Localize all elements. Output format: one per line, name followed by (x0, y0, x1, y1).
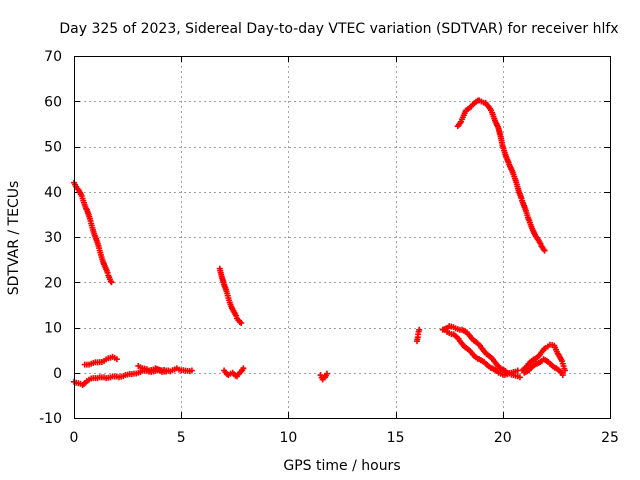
x-tick-label: 25 (601, 430, 619, 446)
data-point (559, 372, 566, 379)
data-point (516, 374, 523, 381)
y-tick-label: 20 (44, 275, 62, 291)
data-point (240, 365, 247, 372)
x-tick-label: 15 (387, 430, 405, 446)
x-tick-label: 0 (70, 430, 79, 446)
data-point (107, 278, 114, 285)
y-axis-label: SDTVAR / TECUs (6, 181, 22, 296)
x-axis-label: GPS time / hours (283, 458, 400, 474)
y-tick-label: 10 (44, 321, 62, 337)
data-point (165, 367, 172, 374)
axis-ticks: 0 5 10 15 20 25 -10 0 10 20 30 40 50 60 70 (39, 49, 619, 446)
y-tick-label: 0 (53, 366, 62, 382)
y-tick-label: 70 (44, 49, 62, 65)
data-point (108, 279, 115, 286)
data-points (71, 97, 568, 388)
y-tick-label: 40 (44, 185, 62, 201)
x-tick-label: 5 (177, 430, 186, 446)
data-point (561, 367, 568, 374)
plot-frame (74, 56, 611, 419)
x-tick-label: 10 (279, 430, 297, 446)
x-tick-label: 20 (494, 430, 512, 446)
y-tick-label: 60 (44, 94, 62, 110)
y-tick-label: 30 (44, 230, 62, 246)
data-point (416, 326, 423, 333)
chart-title: Day 325 of 2023, Sidereal Day-to-day VTE… (59, 21, 618, 37)
data-point (188, 367, 195, 374)
y-tick-label: 50 (44, 140, 62, 156)
data-point (541, 247, 548, 254)
y-tick-label: -10 (39, 411, 62, 427)
data-point (113, 356, 120, 363)
data-point (238, 319, 245, 326)
data-point (323, 370, 330, 377)
